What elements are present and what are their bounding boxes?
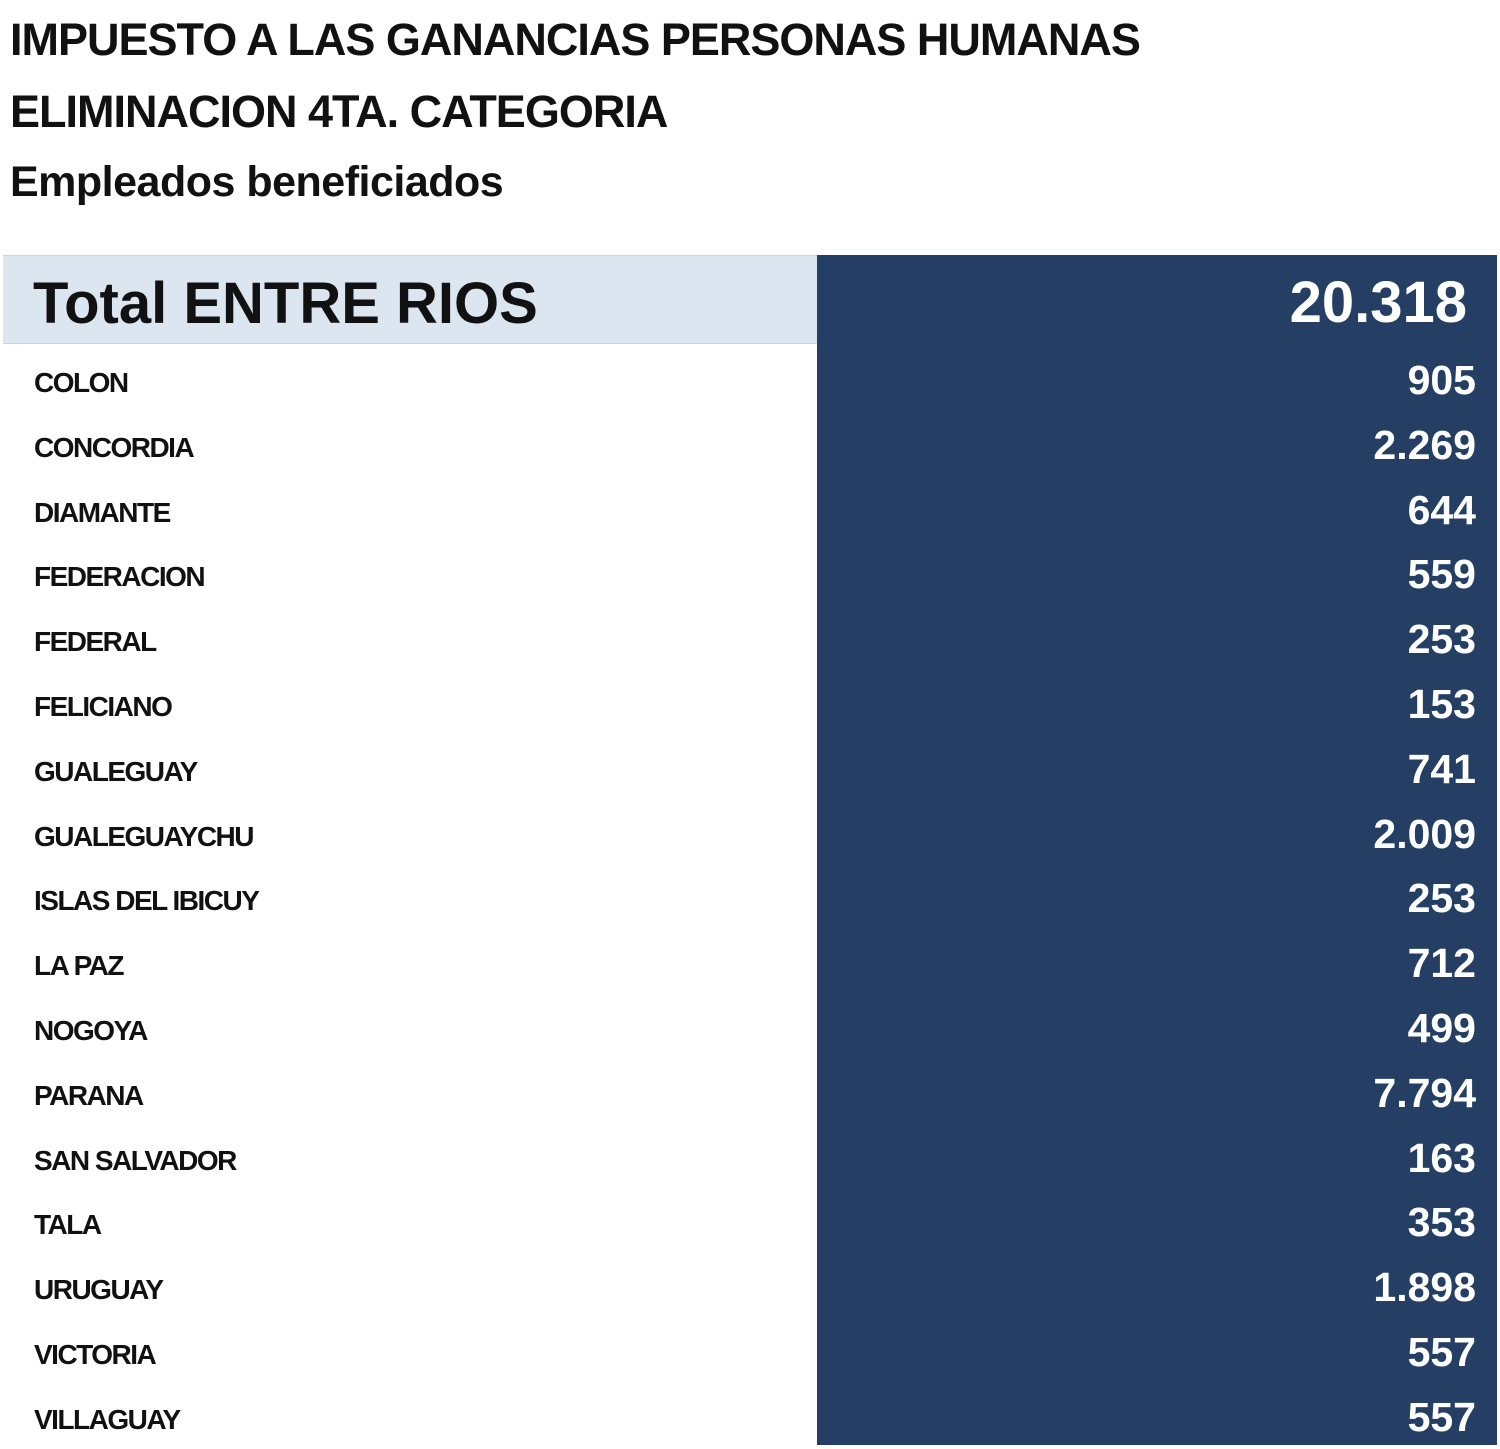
table-row: GUALEGUAY 741 bbox=[0, 735, 1500, 800]
department-name: URUGUAY bbox=[34, 1274, 164, 1306]
department-name: NOGOYA bbox=[34, 1014, 148, 1046]
department-name: SAN SALVADOR bbox=[34, 1144, 237, 1176]
beneficiaries-count: 644 bbox=[1407, 486, 1476, 533]
total-label: Total ENTRE RIOS bbox=[33, 271, 538, 336]
report-caption: Empleados beneficiados bbox=[10, 158, 504, 206]
beneficiaries-count: 2.269 bbox=[1373, 421, 1476, 468]
table-row: FEDERACION 559 bbox=[0, 540, 1500, 605]
department-name: LA PAZ bbox=[34, 950, 125, 982]
total-row-label-cell: Total ENTRE RIOS bbox=[3, 255, 817, 344]
department-name: GUALEGUAY bbox=[34, 755, 198, 787]
table-row: VICTORIA 557 bbox=[0, 1318, 1500, 1383]
department-name: CONCORDIA bbox=[34, 431, 195, 463]
table-row: FELICIANO 153 bbox=[0, 670, 1500, 735]
department-name: PARANA bbox=[34, 1079, 144, 1111]
beneficiaries-count: 1.898 bbox=[1373, 1264, 1476, 1311]
table-row: SAN SALVADOR 163 bbox=[0, 1124, 1500, 1189]
table-row: ISLAS DEL IBICUY 253 bbox=[0, 864, 1500, 929]
department-name: VILLAGUAY bbox=[34, 1403, 181, 1435]
department-name: FELICIANO bbox=[34, 690, 173, 722]
beneficiaries-count: 353 bbox=[1407, 1199, 1476, 1246]
value-column: 20.318 bbox=[817, 255, 1497, 1445]
beneficiaries-count: 7.794 bbox=[1373, 1069, 1476, 1116]
table-row: PARANA 7.794 bbox=[0, 1059, 1500, 1124]
department-name: GUALEGUAYCHU bbox=[34, 820, 255, 852]
report-subtitle: ELIMINACION 4TA. CATEGORIA bbox=[10, 86, 668, 137]
department-rows: COLON 905 CONCORDIA 2.269 DIAMANTE 644 FEDERAC… bbox=[0, 346, 1500, 1448]
department-name: FEDERAL bbox=[34, 626, 157, 658]
beneficiaries-count: 253 bbox=[1407, 875, 1476, 922]
beneficiaries-count: 253 bbox=[1407, 616, 1476, 663]
beneficiaries-count: 741 bbox=[1407, 745, 1476, 792]
department-name: ISLAS DEL IBICUY bbox=[34, 885, 260, 917]
beneficiaries-count: 559 bbox=[1407, 551, 1476, 598]
beneficiaries-count: 712 bbox=[1407, 940, 1476, 987]
table-row: LA PAZ 712 bbox=[0, 929, 1500, 994]
beneficiaries-count: 2.009 bbox=[1373, 810, 1476, 857]
table-row: GUALEGUAYCHU 2.009 bbox=[0, 800, 1500, 865]
department-name: DIAMANTE bbox=[34, 496, 171, 528]
beneficiaries-count: 905 bbox=[1407, 357, 1476, 403]
total-value: 20.318 bbox=[1289, 270, 1467, 335]
table-row: DIAMANTE 644 bbox=[0, 476, 1500, 541]
beneficiaries-count: 153 bbox=[1407, 680, 1476, 727]
table-row: URUGUAY 1.898 bbox=[0, 1253, 1500, 1318]
report-title: IMPUESTO A LAS GANANCIAS PERSONAS HUMANA… bbox=[10, 14, 1141, 65]
table-row: VILLAGUAY 557 bbox=[0, 1383, 1500, 1448]
table-row: TALA 353 bbox=[0, 1188, 1500, 1253]
beneficiaries-count: 499 bbox=[1407, 1004, 1476, 1051]
department-name: COLON bbox=[34, 367, 129, 398]
table-row: NOGOYA 499 bbox=[0, 994, 1500, 1059]
beneficiaries-count: 557 bbox=[1407, 1328, 1476, 1375]
department-name: TALA bbox=[34, 1209, 102, 1241]
department-name: VICTORIA bbox=[34, 1338, 157, 1370]
table-row: FEDERAL 253 bbox=[0, 605, 1500, 670]
beneficiaries-count: 163 bbox=[1407, 1134, 1476, 1181]
table-row: COLON 905 bbox=[0, 346, 1500, 411]
table-row: CONCORDIA 2.269 bbox=[0, 411, 1500, 476]
beneficiaries-count: 557 bbox=[1407, 1393, 1476, 1440]
department-name: FEDERACION bbox=[34, 561, 206, 593]
